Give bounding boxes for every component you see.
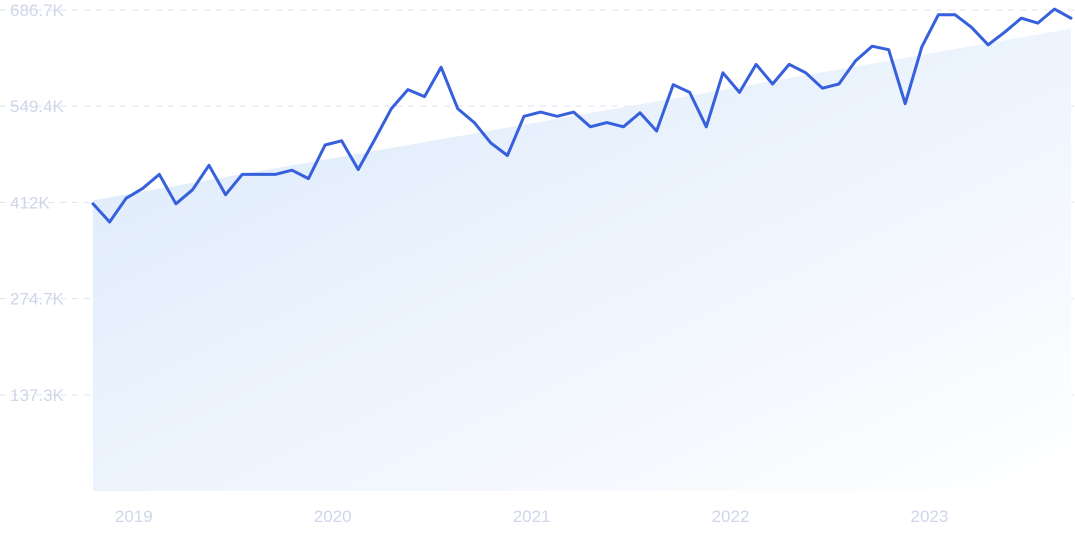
x-tick-label: 2021 (513, 507, 551, 526)
trend-area (93, 28, 1071, 491)
y-tick-label: 549.4K (10, 97, 65, 116)
x-axis: 2019 2020 2021 2022 2023 (115, 507, 948, 526)
y-tick-label: 274.7K (10, 290, 65, 309)
x-tick-label: 2020 (314, 507, 352, 526)
y-tick-label: 686.7K (10, 1, 65, 20)
y-axis: 137.3K 274.7K 412K 549.4K 686.7K (10, 1, 65, 405)
x-tick-label: 2022 (712, 507, 750, 526)
x-tick-label: 2019 (115, 507, 153, 526)
y-tick-label: 412K (10, 193, 50, 212)
x-tick-label: 2023 (911, 507, 949, 526)
y-tick-label: 137.3K (10, 386, 65, 405)
series-line (91, 7, 1073, 224)
